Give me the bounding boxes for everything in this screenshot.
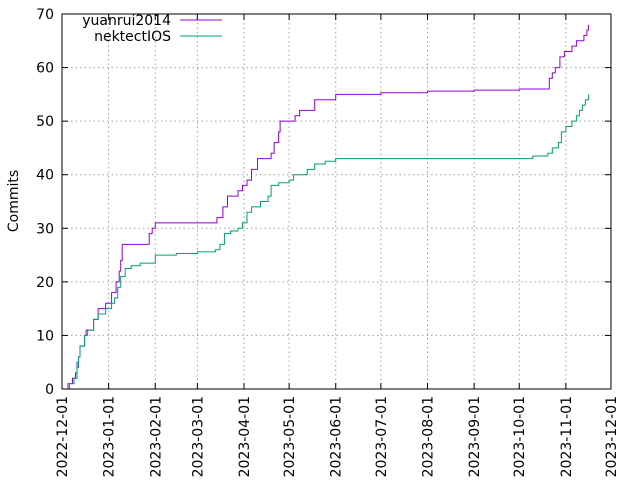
plot-frame [61, 13, 612, 390]
x-tick-label: 2023-08-01 [420, 396, 436, 477]
series-line-yuanrui2014 [66, 24, 589, 390]
y-axis-ticks: 0 10 20 30 40 50 60 70 [36, 7, 611, 398]
x-axis-ticks: 2022-12-01 2023-01-01 2023-02-01 2023-03-01… [55, 14, 620, 477]
x-tick-label: 2023-01-01 [102, 396, 118, 477]
y-tick-label: 40 [36, 168, 54, 184]
y-axis-label: Commits [6, 170, 22, 232]
legend-label: nektectIOS [94, 29, 171, 45]
legend-label: yuanrui2014 [82, 13, 171, 29]
series-lines [66, 24, 589, 390]
x-tick-label: 2023-06-01 [329, 396, 345, 477]
x-tick-label: 2023-05-01 [282, 396, 298, 477]
y-tick-label: 20 [36, 275, 54, 291]
x-tick-label: 2023-03-01 [190, 396, 206, 477]
y-tick-label: 50 [36, 114, 54, 130]
x-tick-label: 2023-11-01 [559, 396, 575, 477]
y-tick-label: 0 [45, 382, 54, 398]
x-tick-label: 2023-07-01 [374, 396, 390, 477]
x-tick-label: 2023-12-01 [604, 396, 620, 477]
x-tick-label: 2023-10-01 [512, 396, 528, 477]
x-tick-label: 2023-02-01 [148, 396, 164, 477]
y-tick-label: 30 [36, 221, 54, 237]
series-line-nektectios [66, 94, 589, 390]
grid-lines [62, 14, 611, 389]
y-tick-label: 10 [36, 328, 54, 344]
x-tick-label: 2023-04-01 [237, 396, 253, 477]
x-tick-label: 2022-12-01 [55, 396, 71, 477]
y-tick-label: 70 [36, 7, 54, 23]
x-tick-label: 2023-09-01 [467, 396, 483, 477]
y-tick-label: 60 [36, 61, 54, 77]
